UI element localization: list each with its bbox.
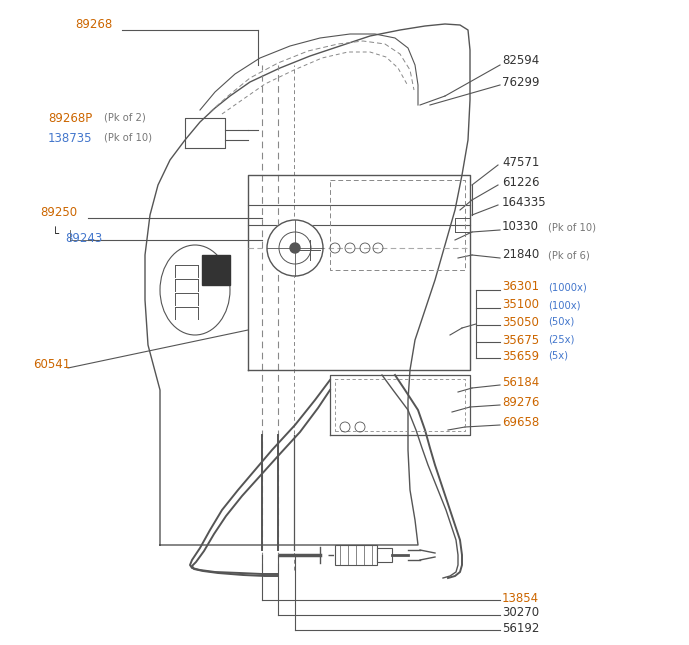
Text: 10330: 10330: [502, 221, 539, 233]
Text: 164335: 164335: [502, 195, 546, 208]
Text: 47571: 47571: [502, 155, 539, 168]
Polygon shape: [145, 24, 470, 545]
Text: 56192: 56192: [502, 622, 539, 635]
Text: 76299: 76299: [502, 75, 539, 88]
Text: 56184: 56184: [502, 375, 539, 388]
Text: └: └: [52, 228, 59, 241]
Ellipse shape: [160, 245, 230, 335]
Text: 138735: 138735: [48, 132, 92, 144]
Text: 36301: 36301: [502, 281, 539, 293]
Text: 60541: 60541: [33, 359, 70, 372]
Text: 13854: 13854: [502, 591, 539, 604]
Text: 35675: 35675: [502, 333, 539, 346]
Text: 82594: 82594: [502, 54, 539, 66]
Text: (1000x): (1000x): [548, 282, 587, 292]
Text: 35659: 35659: [502, 350, 539, 362]
Text: (25x): (25x): [548, 335, 575, 345]
Circle shape: [267, 220, 323, 276]
Bar: [335, 545, 377, 565]
Text: 61226: 61226: [502, 175, 539, 188]
Text: 89276: 89276: [502, 395, 539, 408]
Text: 30270: 30270: [502, 606, 539, 619]
Text: (Pk of 6): (Pk of 6): [548, 250, 590, 260]
Circle shape: [290, 243, 300, 253]
Bar: [202, 255, 230, 285]
Text: 35050: 35050: [502, 315, 539, 328]
Text: 89243: 89243: [65, 232, 102, 244]
Text: (50x): (50x): [548, 317, 574, 327]
Text: 89250: 89250: [40, 206, 77, 219]
Bar: [377, 548, 392, 562]
Text: (Pk of 2): (Pk of 2): [104, 113, 146, 123]
Text: (Pk of 10): (Pk of 10): [548, 222, 596, 232]
Text: 21840: 21840: [502, 248, 539, 261]
Text: (100x): (100x): [548, 300, 581, 310]
Text: 89268P: 89268P: [48, 112, 92, 124]
Text: 89268: 89268: [75, 19, 112, 32]
Text: 69658: 69658: [502, 415, 539, 428]
Text: (5x): (5x): [548, 351, 568, 361]
Text: (Pk of 10): (Pk of 10): [104, 133, 152, 143]
Text: 35100: 35100: [502, 299, 539, 312]
